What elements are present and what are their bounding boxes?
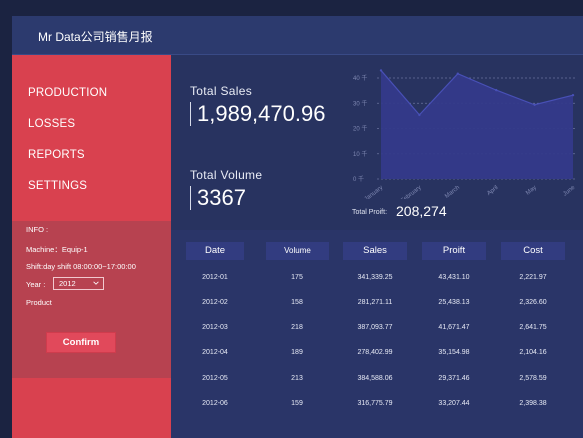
info-title: INFO :	[26, 225, 49, 234]
total-sales-label: Total Sales	[190, 84, 252, 98]
col-header-volume[interactable]: Volume	[266, 242, 329, 260]
col-header-sales[interactable]: Sales	[343, 242, 407, 260]
sidebar-item-reports[interactable]: REPORTS	[28, 149, 85, 161]
data-table: Date Volume Sales Proift Cost 2012-01 175…	[171, 230, 583, 438]
product-label: Product	[26, 298, 52, 307]
col-header-cost[interactable]: Cost	[501, 242, 565, 260]
machine-label: Machine：Equip-1	[26, 245, 88, 254]
table-cell: 384,588.06	[357, 375, 393, 382]
x-tick-label: April	[486, 185, 499, 197]
data-point	[456, 72, 459, 75]
table-cell: 2,326.60	[519, 299, 547, 306]
data-point	[495, 88, 498, 92]
table-cell: 281,271.11	[357, 299, 393, 306]
table-cell: 2,641.75	[519, 324, 547, 331]
sidebar-item-losses[interactable]: LOSSES	[28, 118, 76, 130]
info-panel: INFO : Machine：Equip-1 Shift:day shift 0…	[12, 221, 171, 378]
data-point	[533, 103, 536, 106]
x-tick-label: January	[364, 185, 385, 199]
table-cell: 25,438.13	[438, 299, 470, 306]
total-volume-label: Total Volume	[190, 168, 263, 182]
table-cell: 159	[291, 400, 303, 407]
data-point	[418, 113, 421, 117]
total-profit-value: 208,274	[396, 203, 447, 219]
col-header-date[interactable]: Date	[186, 242, 244, 260]
table-cell: 189	[291, 349, 303, 356]
table-cell: 33,207.44	[438, 400, 470, 407]
data-point	[571, 93, 575, 97]
table-cell: 387,093.77	[357, 324, 393, 331]
data-point	[379, 69, 383, 72]
table-cell: 2,221.97	[519, 274, 547, 281]
sales-area-chart: 0 千 10 千 20 千 30 千 40 千 January February March A…	[353, 69, 577, 199]
table-cell: 2,104.16	[519, 349, 547, 356]
col-header-profit[interactable]: Proift	[422, 242, 486, 260]
x-tick-label: March	[444, 185, 461, 199]
table-cell: 2,578.59	[519, 375, 547, 382]
shift-label: Shift:day shift 08:00:00~17:00:00	[26, 262, 136, 271]
app-header: Mr Data公司销售月报	[12, 16, 583, 55]
table-cell: 278,402.99	[357, 349, 393, 356]
table-cell: 2012-06	[202, 400, 228, 407]
sidebar-item-settings[interactable]: SETTINGS	[28, 180, 88, 192]
y-tick-label: 40 千	[353, 74, 367, 82]
table-cell: 218	[291, 324, 303, 331]
x-tick-label: May	[525, 185, 538, 197]
confirm-button[interactable]: Confirm	[47, 333, 115, 352]
sidebar: PRODUCTION LOSSES REPORTS SETTINGS INFO …	[12, 55, 171, 438]
table-cell: 41,671.47	[438, 324, 470, 331]
table-cell: 175	[291, 274, 303, 281]
year-select[interactable]: 2012	[53, 277, 104, 290]
table-cell: 316,775.79	[357, 400, 393, 407]
y-tick-label: 30 千	[353, 99, 367, 107]
table-cell: 2012-05	[202, 375, 228, 382]
year-label: Year :	[26, 280, 46, 289]
x-tick-label: June	[562, 184, 576, 197]
table-cell: 2,398.38	[519, 400, 547, 407]
table-cell: 43,431.10	[438, 274, 470, 281]
app-title: Mr Data公司销售月报	[38, 30, 153, 44]
y-tick-label: 10 千	[353, 150, 367, 158]
table-cell: 213	[291, 375, 303, 382]
y-tick-label: 20 千	[353, 125, 367, 133]
total-profit-label: Total Proift:	[352, 209, 388, 216]
y-tick-label: 0 千	[353, 175, 364, 183]
table-cell: 2012-04	[202, 349, 228, 356]
total-volume-value: 3367	[190, 186, 246, 210]
table-cell: 2012-02	[202, 299, 228, 306]
table-cell: 158	[291, 299, 303, 306]
year-select-value: 2012	[59, 279, 76, 288]
sales-area	[381, 70, 573, 179]
table-cell: 29,371.46	[438, 375, 470, 382]
sales-line	[380, 70, 574, 116]
table-cell: 2012-03	[202, 324, 228, 331]
table-cell: 2012-01	[202, 274, 228, 281]
total-sales-value: 1,989,470.96	[190, 102, 325, 126]
sidebar-item-production[interactable]: PRODUCTION	[28, 87, 108, 99]
table-cell: 35,154.98	[438, 349, 470, 356]
main-panel: Total Sales 1,989,470.96 Total Volume 33…	[171, 55, 583, 438]
table-cell: 341,339.25	[357, 274, 393, 281]
x-tick-label: February	[400, 185, 423, 199]
chevron-down-icon	[93, 281, 99, 285]
